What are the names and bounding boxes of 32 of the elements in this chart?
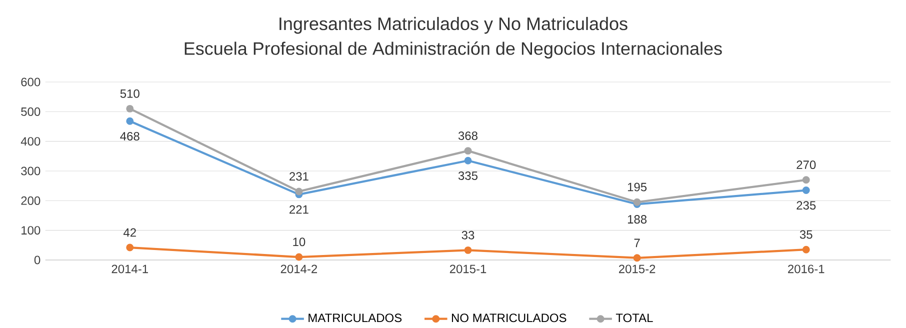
data-label: 510 [120, 89, 140, 98]
data-label: 188 [628, 215, 647, 224]
legend-label: MATRICULADOS [308, 314, 402, 322]
x-tick-label: 2015-1 [450, 264, 486, 274]
data-label: 10 [293, 238, 306, 246]
data-label: 42 [123, 228, 136, 237]
legend-label: NO MATRICULADOS [452, 314, 566, 322]
data-label: 221 [290, 205, 308, 214]
y-tick-label: 0 [34, 256, 40, 264]
y-tick-label: 600 [21, 78, 40, 86]
data-label: 468 [120, 132, 140, 141]
data-label: 270 [796, 160, 816, 170]
data-label: 35 [800, 230, 812, 239]
data-label: 335 [458, 171, 478, 180]
data-label: 33 [462, 230, 474, 240]
legend-label: TOTAL [616, 314, 653, 322]
x-tick-label: 2015-2 [618, 264, 656, 274]
y-tick-label: 500 [21, 107, 40, 116]
data-label: 235 [796, 201, 816, 210]
y-tick-label: 100 [22, 226, 40, 235]
x-tick-label: 2014-2 [280, 264, 318, 274]
x-tick-label: 2016-1 [788, 264, 824, 274]
y-tick-label: 300 [21, 166, 40, 176]
y-tick-label: 200 [21, 196, 40, 205]
y-tick-label: 400 [20, 137, 40, 146]
data-label: 231 [290, 172, 308, 181]
x-tick-label: 2014-1 [112, 264, 148, 274]
data-label: 195 [628, 182, 647, 192]
chart-title: Ingresantes Matriculados y No Matriculados [280, 16, 628, 34]
data-label: 7 [634, 238, 640, 248]
chart-subtitle: Escuela Profesional de Administración de Negocios Internacionales [184, 41, 722, 58]
data-label: 368 [458, 131, 478, 140]
